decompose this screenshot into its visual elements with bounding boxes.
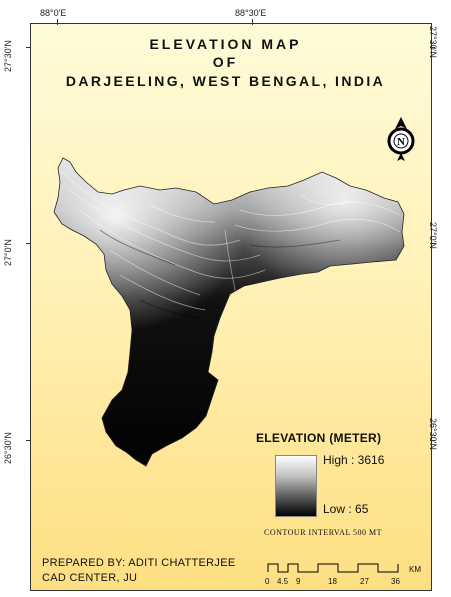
scale-tick-27: 27 <box>360 577 369 586</box>
scale-unit: KM <box>409 565 421 574</box>
scale-bar <box>267 563 399 573</box>
lat-tick-mid-right <box>430 243 435 244</box>
longitude-label-right: 88°30'E <box>235 8 267 18</box>
longitude-label-left: 88°0'E <box>40 8 67 18</box>
credit-prepared-by: PREPARED BY: ADITI CHATTERJEE <box>42 557 236 569</box>
map-title-line1: ELEVATION MAP <box>149 36 302 52</box>
map-frame <box>30 23 432 591</box>
lon-tick-right <box>252 19 253 25</box>
scale-tick-18: 18 <box>328 577 337 586</box>
scale-tick-9: 9 <box>296 577 301 586</box>
scale-tick-0: 0 <box>265 577 270 586</box>
legend-title: ELEVATION (METER) <box>256 431 382 445</box>
lat-tick-bottom-right <box>430 440 435 441</box>
scale-tick-4-5: 4.5 <box>277 577 289 586</box>
map-title-line3: DARJEELING, WEST BENGAL, INDIA <box>65 73 386 89</box>
lat-tick-top-right <box>430 47 435 48</box>
north-arrow-icon: N <box>387 117 415 161</box>
lon-tick-left <box>57 19 58 25</box>
elevation-color-ramp <box>275 455 317 517</box>
scale-tick-36: 36 <box>391 577 400 586</box>
lat-tick-top-left <box>26 47 31 48</box>
legend-low-label: Low : 65 <box>323 502 369 516</box>
legend-high-label: High : 3616 <box>323 453 385 467</box>
lat-tick-bottom-left <box>26 440 31 441</box>
map-title-line2: OF <box>212 54 239 70</box>
credit-institution: CAD CENTER, JU <box>42 572 138 584</box>
lat-tick-mid-left <box>26 243 31 244</box>
north-letter: N <box>397 136 405 148</box>
contour-interval-note: CONTOUR INTERVAL 500 MT <box>264 528 383 537</box>
